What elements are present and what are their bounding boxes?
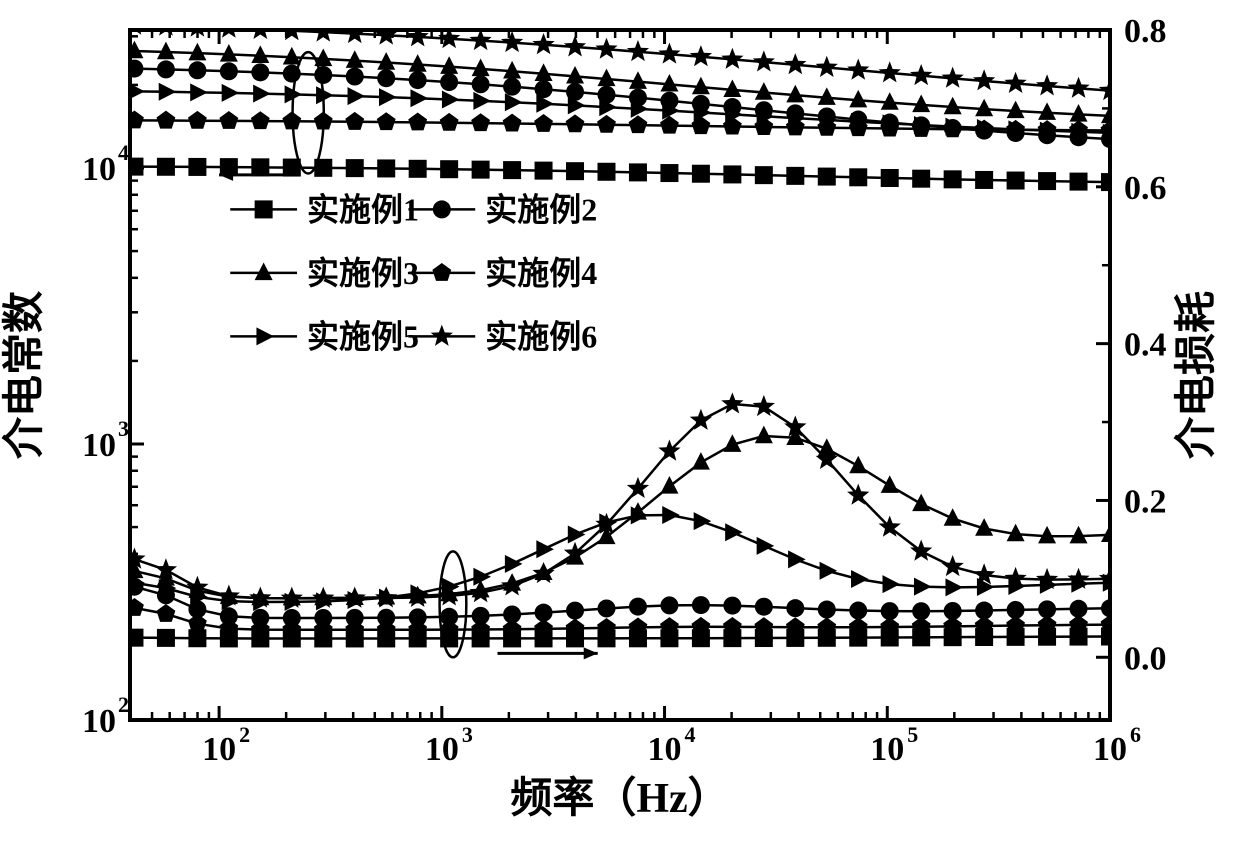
svg-text:实施例1: 实施例1 (307, 191, 419, 227)
svg-text:3: 3 (462, 722, 473, 747)
svg-text:实施例4: 实施例4 (485, 255, 597, 291)
svg-text:10: 10 (82, 151, 116, 188)
svg-text:4: 4 (685, 722, 696, 747)
svg-text:2: 2 (118, 692, 129, 717)
dielectric-chart: 102103104105106频率（Hz）102103104介电常数0.00.2… (0, 0, 1240, 850)
svg-text:实施例2: 实施例2 (485, 191, 597, 227)
svg-text:3: 3 (118, 416, 129, 441)
svg-text:频率（Hz）: 频率（Hz） (510, 775, 729, 822)
svg-text:10: 10 (870, 731, 904, 768)
svg-text:10: 10 (648, 731, 682, 768)
svg-text:2: 2 (239, 722, 250, 747)
svg-text:0.2: 0.2 (1124, 483, 1167, 520)
svg-text:4: 4 (118, 140, 129, 165)
svg-text:0.0: 0.0 (1124, 640, 1167, 677)
svg-text:实施例3: 实施例3 (307, 255, 419, 291)
svg-text:实施例5: 实施例5 (307, 318, 419, 354)
svg-text:实施例6: 实施例6 (485, 318, 597, 354)
svg-text:介电常数: 介电常数 (1, 291, 48, 459)
svg-text:10: 10 (82, 703, 116, 740)
svg-text:10: 10 (202, 731, 236, 768)
svg-text:10: 10 (425, 731, 459, 768)
svg-text:10: 10 (82, 427, 116, 464)
svg-text:0.4: 0.4 (1124, 327, 1167, 364)
svg-text:介电损耗: 介电损耗 (1173, 291, 1220, 459)
svg-text:5: 5 (907, 722, 918, 747)
svg-text:6: 6 (1130, 722, 1141, 747)
svg-text:0.8: 0.8 (1124, 13, 1167, 50)
svg-text:0.6: 0.6 (1124, 170, 1167, 207)
svg-text:10: 10 (1093, 731, 1127, 768)
